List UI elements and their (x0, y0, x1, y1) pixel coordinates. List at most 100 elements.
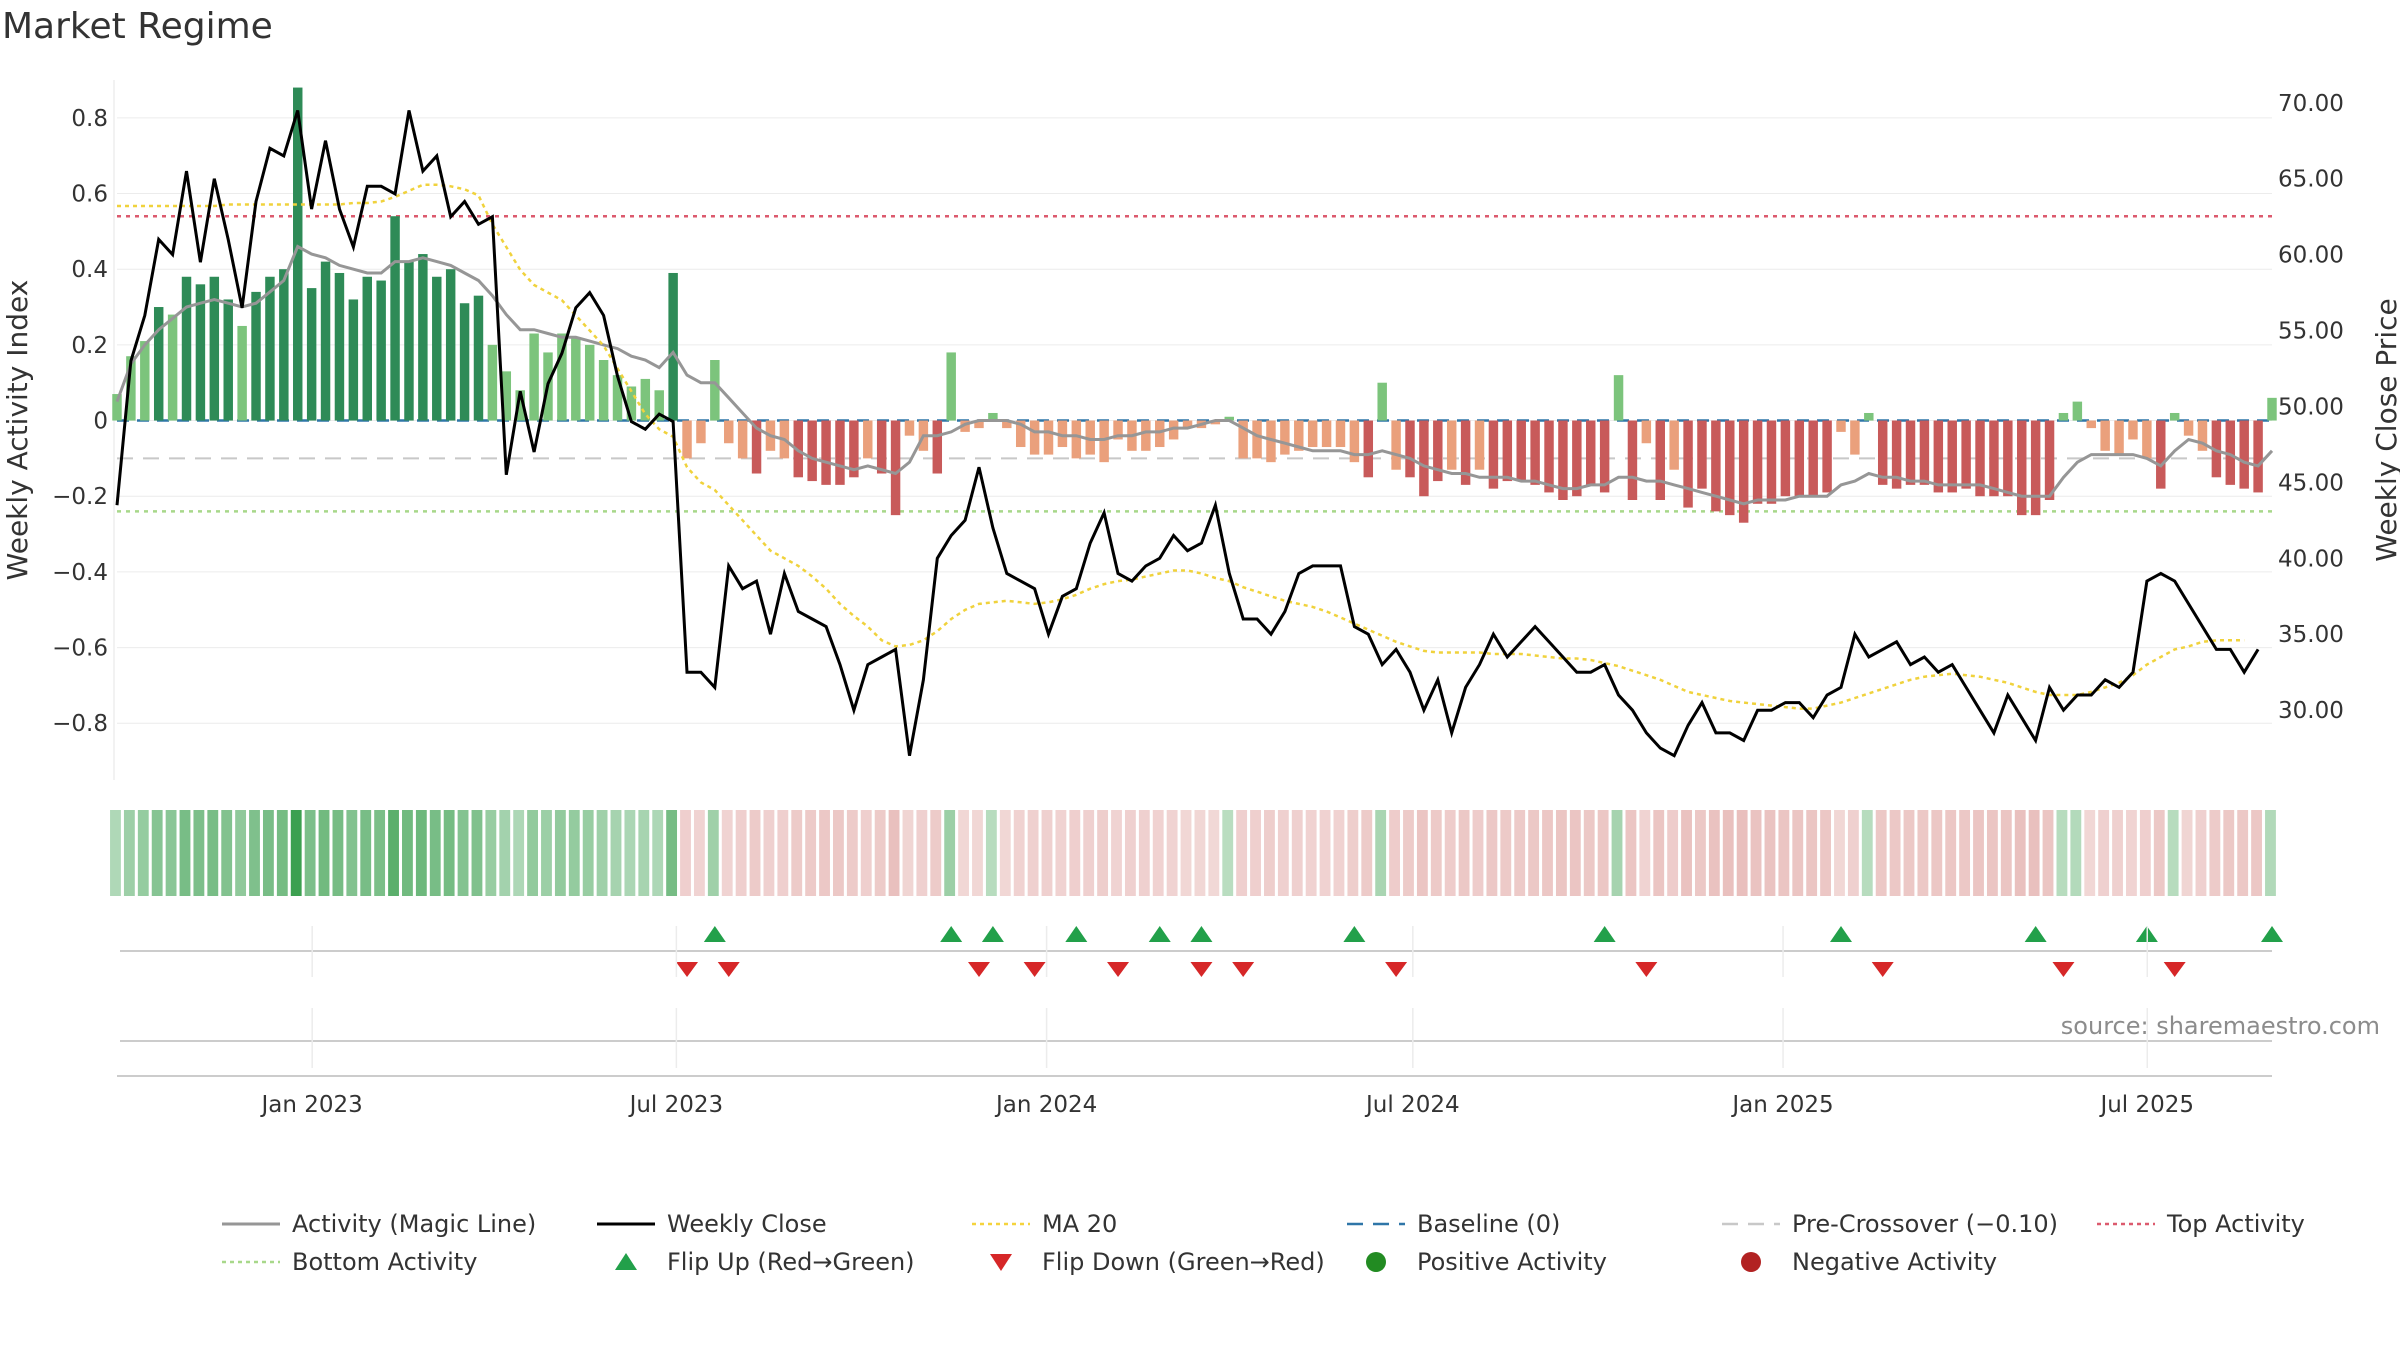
activity-bar (181, 276, 192, 421)
activity-bar (501, 371, 512, 421)
y-tick-label-right: 45.00 (2278, 470, 2344, 496)
regime-cell (332, 810, 344, 896)
activity-bar (1877, 420, 1888, 485)
regime-cell (1945, 810, 1957, 896)
regime-cell (1820, 810, 1831, 896)
regime-cell (805, 810, 817, 896)
regime-cell (235, 810, 247, 896)
y-tick-label-right: 55.00 (2278, 319, 2344, 345)
legend-swatch-triangle-up (615, 1253, 637, 1270)
regime-cell (707, 810, 719, 896)
weekly-close-line (115, 109, 2260, 758)
regime-cell (1319, 810, 1331, 896)
regime-cell (1931, 810, 1943, 896)
activity-bar (863, 420, 873, 459)
regime-cell (1959, 810, 1971, 896)
legend-label: Bottom Activity (292, 1248, 477, 1276)
source-note: source: sharemaestro.com (2060, 1012, 2380, 1040)
activity-bar (737, 420, 748, 459)
activity-bar (1224, 416, 1234, 421)
activity-bar (404, 261, 414, 421)
legend-label: Negative Activity (1792, 1248, 1997, 1276)
regime-cell (402, 810, 413, 896)
activity-bar (1419, 420, 1429, 497)
activity-bar (724, 420, 734, 444)
regime-cell (513, 810, 525, 896)
flip-up-marker (2261, 926, 2283, 942)
regime-cell (638, 810, 650, 896)
activity-bar (1919, 420, 1930, 485)
flip-up-marker (1065, 926, 1088, 942)
axis-ticks: 0.8 0.6 0.4 0.2 0 −0.2 −0.4 −0.6 −0.8 70.00 65.00 6… (52, 91, 2344, 737)
regime-cell (1208, 810, 1220, 896)
activity-bar (835, 420, 845, 485)
y-tick-label-left: 0.2 (71, 333, 108, 359)
activity-bar (348, 299, 359, 421)
activity-bar (1961, 420, 1971, 489)
regime-cell (1667, 810, 1679, 896)
legend-label: Top Activity (2166, 1210, 2305, 1238)
activity-bar (598, 360, 609, 421)
activity-bar (473, 295, 484, 421)
activity-bar (362, 276, 372, 421)
regime-cell (1722, 810, 1734, 896)
activity-bar (1321, 420, 1332, 448)
regime-cell (999, 810, 1011, 896)
chart-title: Market Regime (2, 6, 273, 47)
activity-bar (390, 216, 400, 421)
activity-bar (293, 87, 303, 421)
regime-cell (930, 810, 942, 896)
legend-label: MA 20 (1042, 1210, 1117, 1238)
y-tick-label-left: −0.6 (52, 636, 108, 662)
regime-cell (151, 810, 163, 896)
activity-bar (1558, 420, 1568, 500)
activity-bar (2211, 420, 2222, 478)
activity-bar (1488, 420, 1499, 489)
regime-cell (582, 810, 594, 896)
activity-bar (1391, 420, 1401, 470)
flip-up-marker (2024, 926, 2047, 942)
activity-bar (223, 299, 233, 421)
activity-bar (1822, 420, 1832, 493)
activity-bar (195, 284, 206, 421)
regime-cell (1917, 810, 1929, 896)
activity-bar (1015, 420, 1026, 448)
legend-swatch-dot (1741, 1252, 1761, 1272)
regime-cell (1222, 810, 1234, 896)
activity-bar (1725, 420, 1735, 516)
activity-bar (1002, 420, 1012, 429)
activity-bar (2100, 420, 2110, 451)
series-lines (115, 109, 2274, 758)
regime-cell (902, 810, 914, 896)
activity-bar (1780, 420, 1791, 497)
regime-cell (374, 810, 386, 896)
regime-cell (123, 810, 135, 896)
y-tick-label-right: 30.00 (2278, 698, 2344, 724)
activity-bar (376, 280, 386, 421)
regime-cell (1903, 810, 1915, 896)
activity-bar (1057, 420, 1068, 448)
regime-cell (1500, 810, 1512, 896)
regime-cell (1444, 810, 1456, 896)
activity-bar (167, 314, 178, 421)
regime-cell (1611, 810, 1623, 896)
activity-bar (988, 412, 998, 421)
activity-bar (2003, 420, 2013, 497)
regime-cell (791, 810, 803, 896)
flip-up-marker (1593, 926, 1616, 942)
activity-bar (668, 272, 678, 421)
activity-bar (1141, 420, 1151, 451)
regime-cell (735, 810, 747, 896)
activity-bar (1669, 420, 1679, 470)
activity-bar (584, 344, 595, 421)
regime-cell (1291, 810, 1303, 896)
y-tick-label-left: −0.2 (52, 484, 108, 510)
legend-label: Pre-Crossover (−0.10) (1792, 1210, 2058, 1238)
activity-bar (2169, 412, 2180, 421)
regime-cell (1430, 810, 1442, 896)
regime-cell (262, 810, 274, 896)
activity-bar (751, 420, 762, 474)
activity-bar (1697, 420, 1707, 489)
activity-bar (2030, 420, 2041, 516)
regime-cell (1986, 810, 1998, 896)
